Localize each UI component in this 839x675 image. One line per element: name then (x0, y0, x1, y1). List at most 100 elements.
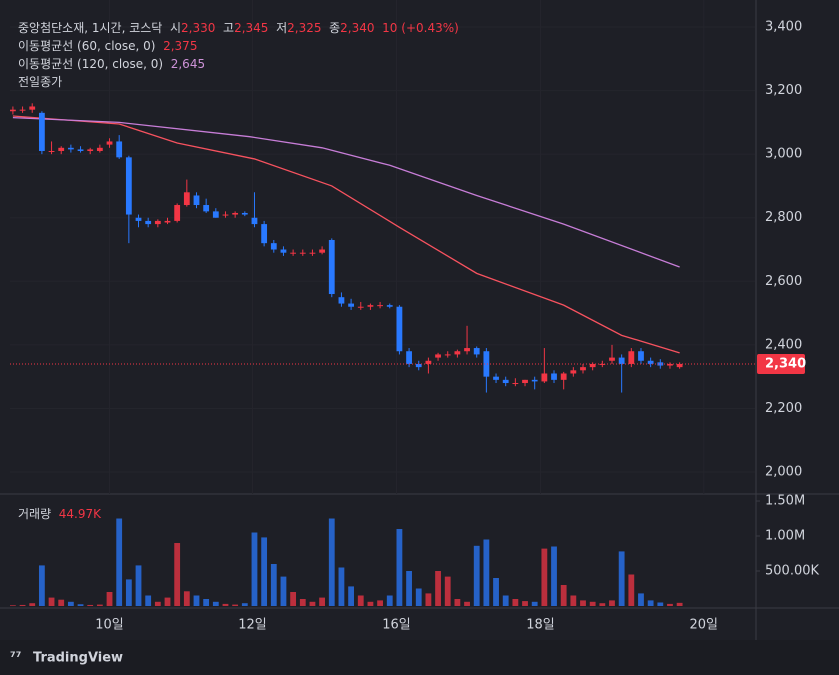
legend-row: 이동평균선 (60, close, 0) 2,375 (18, 37, 197, 54)
x-tick-label: 10일 (95, 618, 124, 633)
candle-body (251, 217, 258, 225)
candle-body (560, 373, 567, 380)
candle-body (541, 373, 548, 382)
volume-bar (580, 600, 586, 606)
value: 2,340 (340, 21, 375, 35)
volume-bar (183, 591, 190, 606)
y-tick-label: 2,200 (765, 401, 802, 416)
volume-bar (309, 601, 316, 606)
legend-value: 2,375 (163, 39, 198, 53)
candle-body (357, 306, 364, 308)
candle-body (454, 351, 461, 355)
volume-bar (647, 600, 654, 606)
candle-body (425, 360, 432, 364)
candle-body (512, 383, 519, 385)
volume-bar (29, 603, 36, 606)
volume-bar (618, 551, 625, 606)
volume-bar (377, 600, 383, 606)
candle-body (319, 249, 326, 253)
x-tick-label: 18일 (526, 618, 555, 633)
volume-bar (357, 595, 364, 606)
volume-bar (541, 548, 548, 606)
volume-bar (106, 592, 113, 606)
candle-body (174, 205, 181, 221)
y-tick-label: 3,400 (765, 20, 802, 35)
volume-bar (232, 604, 239, 606)
volume-bar (454, 599, 461, 606)
candle-body (203, 205, 210, 212)
candle-body (415, 363, 422, 368)
volume-bar (493, 578, 499, 606)
candle-body (280, 249, 287, 253)
candle-body (580, 367, 586, 371)
candle-body (309, 252, 316, 254)
volume-bar (164, 597, 171, 606)
volume-bar (77, 604, 84, 606)
y-tick-label: 2,800 (765, 210, 802, 225)
candle-body (493, 376, 499, 380)
volume-tick-label: 1.50M (765, 494, 805, 509)
legend: 전일종가 (18, 75, 63, 89)
volume-bar (676, 602, 683, 606)
legend: 이동평균선 (60, close, 0) (18, 39, 156, 53)
volume-bar (657, 602, 664, 606)
symbol: 중앙첨단소재, 1시간, 코스닥 (18, 21, 163, 35)
y-tick-label: 3,000 (765, 147, 802, 162)
volume-bar (251, 532, 258, 606)
candle-body (116, 141, 123, 158)
volume-bar (589, 601, 596, 606)
volume-bar (599, 603, 606, 606)
volume-bar (241, 603, 248, 606)
volume-bar (338, 567, 345, 606)
candle-body (628, 351, 635, 364)
volume-bar (58, 599, 65, 606)
volume-bar (145, 595, 152, 606)
volume-bar (212, 601, 219, 606)
candle-body (135, 217, 142, 221)
change: 10 (+0.43%) (382, 21, 459, 35)
candle-body (212, 211, 219, 218)
volume-bar (435, 571, 441, 606)
volume-bar (135, 565, 142, 606)
logo-mark: ⁷⁷ (10, 651, 21, 666)
volume-bar (10, 605, 16, 606)
candle-body (483, 351, 490, 377)
y-tick-label: 2,400 (765, 337, 802, 352)
value: 2,330 (181, 21, 216, 35)
volume-bar (328, 518, 335, 606)
logo: TradingView (33, 651, 123, 666)
candle-body (10, 109, 16, 112)
candle-body (183, 192, 190, 206)
volume-bar (87, 604, 94, 606)
volume-bar (193, 595, 200, 606)
candle-body (531, 379, 538, 382)
x-tick-label: 16일 (382, 618, 411, 633)
label: 종 (329, 21, 341, 35)
candle-body (96, 147, 103, 151)
chart-bg (0, 0, 839, 640)
volume-bar (386, 595, 393, 606)
candle-body (48, 150, 55, 152)
candle-body (406, 351, 412, 364)
candle-body (29, 106, 36, 110)
volume-bar (280, 576, 287, 606)
volume-bar (560, 585, 567, 606)
label: 고 (223, 21, 235, 35)
legend-value: 44.97K (58, 507, 101, 521)
candle-body (154, 220, 161, 225)
candle-body (19, 109, 26, 111)
volume-bar (67, 601, 74, 606)
candle-body (270, 243, 277, 250)
volume-bar (367, 601, 374, 606)
candle-body (609, 357, 615, 361)
candle-body (667, 363, 673, 366)
candle-body (367, 305, 374, 307)
volume-bar (464, 601, 470, 606)
volume-tick-label: 1.00M (765, 529, 805, 544)
volume-bar (222, 603, 229, 606)
volume-bar (203, 599, 210, 606)
candle-body (502, 379, 509, 384)
volume-bar (348, 586, 354, 606)
candle-body (570, 370, 577, 374)
candle-body (396, 306, 403, 352)
